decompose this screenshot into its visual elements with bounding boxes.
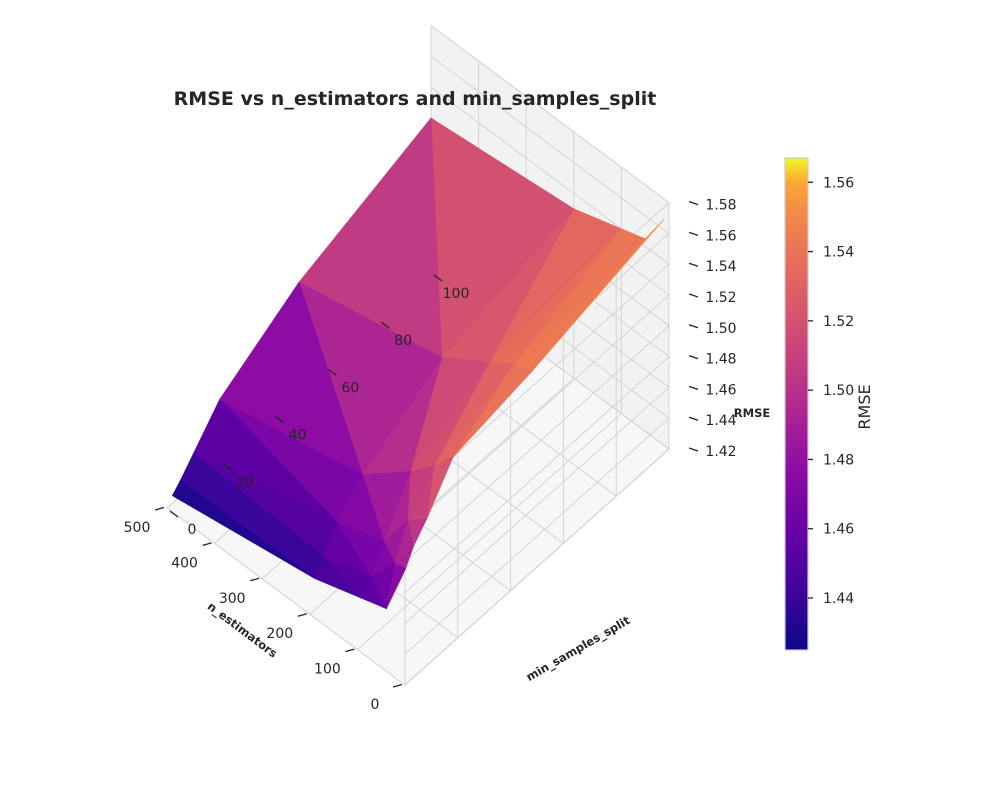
z-tick [688, 385, 699, 391]
z-tick-label: 1.50 [705, 321, 736, 337]
x-tick [250, 577, 260, 582]
y-tick-label: 20 [236, 475, 254, 491]
colorbar-tick-label: 1.50 [823, 383, 854, 399]
x-tick [345, 648, 355, 653]
colorbar-tick-label: 1.56 [823, 175, 854, 191]
y-tick-label: 60 [341, 380, 359, 396]
z-tick-label: 1.58 [705, 198, 736, 214]
z-tick [688, 447, 699, 452]
colorbar: 1.44 1.46 1.48 1.50 1.52 1.54 1.56 RMSE [784, 157, 874, 651]
y-tick-label: 40 [289, 428, 307, 444]
z-tick [688, 354, 699, 360]
surface-facet [192, 398, 337, 522]
colorbar-tick-label: 1.48 [823, 452, 854, 468]
y-tick [222, 463, 232, 471]
y-tick [433, 274, 443, 282]
y-tick [328, 368, 337, 376]
z-tick [688, 262, 699, 267]
surface [171, 117, 665, 610]
x-tick-label: 200 [266, 626, 293, 642]
y-tick-label: 0 [188, 522, 197, 538]
x-tick-label: 300 [219, 591, 246, 607]
x-tick [297, 613, 307, 617]
colorbar-label: RMSE [855, 384, 874, 429]
colorbar-bar [784, 157, 809, 651]
y-tick [169, 510, 179, 518]
gridline-z [404, 86, 670, 501]
x-tick-label: 0 [371, 697, 380, 713]
surface-facet [179, 453, 324, 557]
z-tick-label: 1.44 [705, 413, 736, 429]
x-tick [392, 683, 403, 688]
z-tick-label: 1.54 [705, 259, 736, 275]
x-tick-label: 100 [314, 662, 341, 678]
colorbar-tick-label: 1.52 [823, 314, 854, 330]
z-tick [688, 293, 699, 298]
x-tick [202, 542, 212, 547]
colorbar-tick-label: 1.46 [823, 522, 854, 538]
z-tick-label: 1.52 [705, 290, 736, 306]
x-tick [154, 506, 165, 511]
z-axis-label: RMSE [734, 406, 771, 420]
z-tick-label: 1.48 [705, 352, 736, 368]
colorbar-tick-label: 1.54 [823, 245, 854, 261]
z-tick [688, 200, 699, 206]
y-axis-label: min_samples_split [524, 613, 634, 685]
z-tick [688, 231, 699, 237]
surface-facet [219, 281, 364, 476]
x-tick-label: 400 [171, 555, 198, 571]
colorbar-tick-label: 1.44 [823, 591, 854, 607]
z-tick-label: 1.42 [705, 444, 736, 460]
x-tick-label: 500 [124, 520, 151, 536]
y-tick-label: 80 [394, 333, 412, 349]
z-tick-label: 1.56 [705, 228, 736, 244]
z-tick [688, 324, 699, 329]
z-tick [688, 416, 699, 421]
y-tick [275, 416, 284, 424]
chart-title: RMSE vs n_estimators and min_samples_spl… [174, 88, 657, 110]
y-tick [380, 321, 390, 329]
z-tick-label: 1.46 [705, 382, 736, 398]
surface-facet [171, 480, 316, 579]
y-tick-label: 100 [443, 286, 470, 302]
